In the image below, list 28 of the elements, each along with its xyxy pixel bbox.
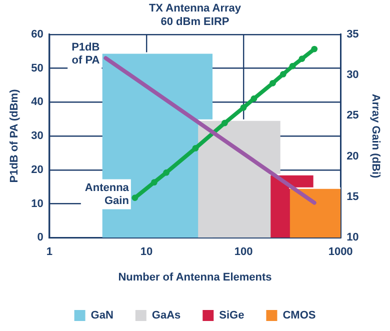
chart-subtitle: 60 dBm EIRP	[160, 16, 230, 28]
legend-label: GaAs	[152, 310, 181, 322]
y2-tick-label: 15	[346, 190, 359, 203]
y-tick-label: 60	[31, 28, 44, 40]
x-tick-label: 10	[140, 246, 153, 258]
x-tick-label: 100	[234, 246, 253, 258]
x-tick-label: 1	[46, 246, 52, 258]
y-axis-title: P1dB of PA (dBm)	[8, 88, 21, 183]
y2-tick-label: 30	[346, 69, 359, 82]
y2-axis-title: Array Gain (dBi)	[369, 94, 382, 179]
y-tick-label: 50	[31, 62, 44, 74]
legend-label: GaN	[90, 310, 114, 322]
x-tick-label: 1000	[328, 246, 353, 258]
y2-tick-label: 20	[346, 150, 359, 162]
y2-tick-label: 35	[346, 28, 359, 40]
x-axis-title: Number of Antenna Elements	[118, 271, 272, 284]
annotation: P1dB of PA	[72, 42, 100, 67]
y-tick-label: 0	[37, 232, 44, 244]
legend-label: CMOS	[282, 310, 316, 322]
annotation: Antenna Gain	[84, 182, 130, 207]
y2-tick-label: 10	[346, 232, 359, 244]
y-tick-label: 20	[31, 164, 44, 176]
legend-label: SiGe	[219, 310, 244, 322]
y-tick-label: 10	[31, 198, 44, 210]
y2-tick-label: 25	[346, 110, 359, 122]
chart-title: TX Antenna Array	[148, 2, 242, 15]
y-tick-label: 40	[31, 96, 44, 108]
y-tick-label: 30	[31, 130, 44, 142]
